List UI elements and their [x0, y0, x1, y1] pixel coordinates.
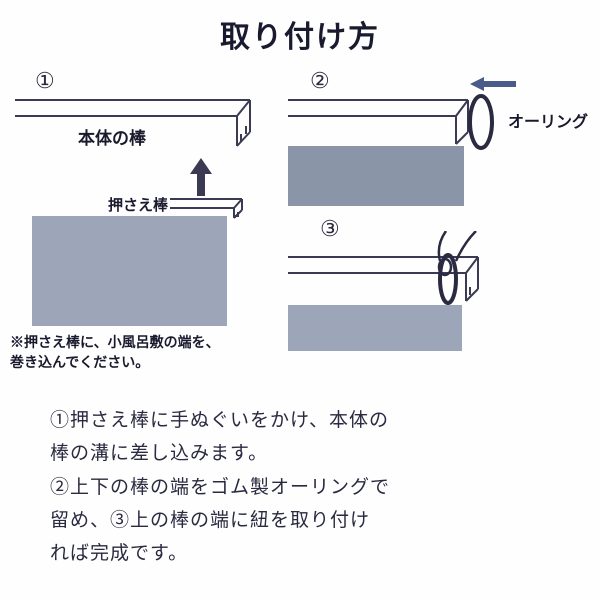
inst-l3: ②上下の棒の端をゴム製オーリングで [50, 471, 550, 504]
note-text: ※押さえ棒に、小風呂敷の端を、 巻き込んでください。 [10, 334, 220, 373]
step1-mainrod-label: 本体の棒 [78, 124, 146, 149]
step1-number: ① [35, 68, 55, 94]
step2-arrow [468, 74, 524, 94]
step1-holdrod-label: 押さえ棒 [108, 194, 168, 215]
diagram-area: ① 本体の棒 押さえ棒 [0, 56, 600, 396]
step3-rod [288, 231, 538, 351]
step2-fabric [288, 146, 488, 206]
instructions-text: ①押さえ棒に手ぬぐいをかけ、本体の 棒の溝に差し込みます。 ②上下の棒の端をゴム… [0, 396, 600, 570]
note-line2: 巻き込んでください。 [10, 356, 149, 371]
inst-l2: 棒の溝に差し込みます。 [50, 437, 550, 470]
inst-l1: ①押さえ棒に手ぬぐいをかけ、本体の [50, 404, 550, 437]
step2-number: ② [310, 68, 330, 94]
page-title: 取り付け方 [0, 0, 600, 56]
inst-l4: 留め、③上の棒の端に紐を取り付け [50, 504, 550, 537]
step1-fabric [32, 216, 252, 326]
note-line1: ※押さえ棒に、小風呂敷の端を、 [10, 336, 220, 351]
step1-arrow [186, 156, 216, 200]
step2-oring-label: オーリング [508, 108, 588, 132]
inst-l5: れば完成です。 [50, 537, 550, 570]
